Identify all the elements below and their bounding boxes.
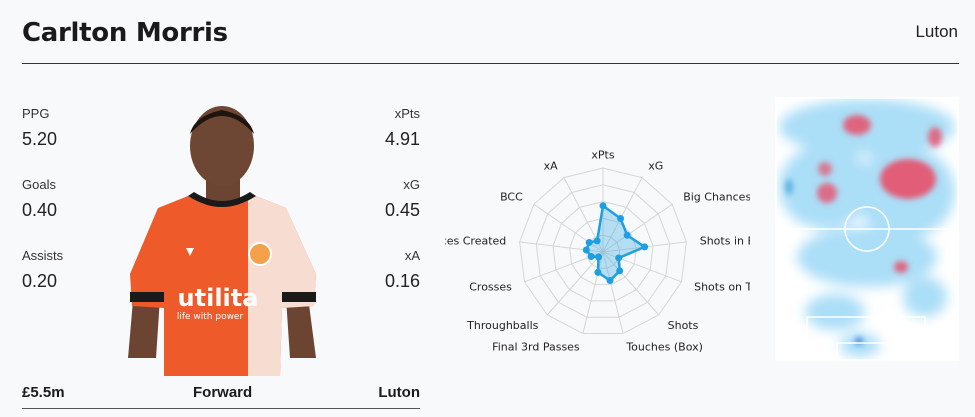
radar-grid-ring [552, 201, 654, 302]
radar-chart: xPts xG Big Chances Shots in Box Shots on Ta… [445, 150, 750, 360]
radar-point [595, 253, 603, 261]
radar-point [599, 202, 607, 210]
radar-axis-label: Throughballs [466, 319, 538, 332]
hair [190, 110, 254, 134]
heat-hot-zones [785, 115, 942, 345]
player-price: £5.5m [22, 384, 65, 401]
player-name: Carlton Morris [22, 18, 228, 48]
stat-label: xA [404, 248, 420, 263]
radar-spoke [602, 251, 624, 334]
stat-assists: Assists 0.20 [22, 248, 63, 292]
player-photo: utilita life with power [128, 106, 316, 376]
stat-label: Goals [22, 177, 56, 192]
radar-point [641, 243, 649, 251]
radar-spoke [602, 177, 643, 253]
stat-value: 4.91 [384, 129, 420, 149]
radar-point [623, 231, 631, 239]
radar-axis-label: xA [544, 160, 559, 173]
stat-value: 0.40 [22, 200, 58, 220]
radar-axis-label: Crosses [469, 281, 512, 294]
radar-spoke [602, 251, 660, 316]
stat-goals: Goals 0.40 [22, 177, 57, 221]
stat-value: 0.16 [384, 271, 420, 291]
radar-axis-label: Big Chances Created [445, 234, 506, 247]
radar-point [593, 237, 601, 245]
sponsor-logo: utilita [178, 284, 259, 312]
radar-spoke [602, 203, 673, 253]
radar-grid-ring [569, 217, 637, 286]
pitch-markings [775, 97, 959, 361]
stat-value: 0.45 [384, 200, 420, 220]
stat-label: PPG [22, 106, 50, 121]
stat-ppg: PPG 5.20 [22, 106, 57, 150]
stat-value: 0.20 [22, 271, 58, 291]
radar-grid-ring [535, 184, 671, 318]
radar-axis-label: Touches (Box) [625, 341, 703, 354]
stat-xpts: xPts 4.91 [385, 106, 420, 150]
radar-point [585, 238, 593, 246]
club-crest-icon [248, 242, 272, 266]
radar-point [606, 277, 614, 285]
radar-axis-label: xG [648, 160, 663, 173]
stat-label: xPts [394, 106, 420, 121]
player-position: Forward [193, 384, 253, 401]
radar-axis-label: Big Chances [683, 191, 750, 204]
header-team: Luton [915, 22, 958, 41]
radar-axis-label: Final 3rd Passes [492, 341, 580, 354]
radar-grid-ring [519, 167, 687, 335]
touch-heatmap [775, 97, 959, 361]
stat-xa: xA 0.16 [385, 248, 420, 292]
umbro-logo-icon [186, 248, 194, 256]
radar-axis-label: Shots [668, 319, 699, 332]
radar-axis-label: Shots on Target [694, 281, 750, 294]
radar-point [615, 254, 623, 262]
radar-axis-label: xPts [591, 150, 614, 162]
radar-point [617, 215, 625, 223]
stat-value: 5.20 [22, 129, 58, 149]
sponsor-tagline: life with power [177, 312, 244, 322]
header-divider [22, 63, 959, 64]
footer-divider [22, 408, 420, 409]
collar [188, 192, 256, 207]
radar-point [587, 252, 595, 260]
radar-svg: xPts xG Big Chances Shots in Box Shots on Ta… [445, 150, 750, 354]
footer-team: Luton [378, 384, 420, 401]
radar-point [616, 267, 624, 275]
radar-point [594, 268, 602, 276]
head [190, 106, 254, 186]
radar-axis-label: Shots in Box [700, 234, 750, 247]
radar-spoke [546, 251, 604, 316]
stat-xg: xG 0.45 [385, 177, 420, 221]
stat-label: xG [403, 177, 420, 192]
left-sleeve-cuff [130, 292, 164, 302]
radar-axis-label: BCC [500, 191, 523, 204]
shirt-white-panel [248, 196, 316, 376]
radar-point [582, 246, 590, 254]
radar-spoke [582, 251, 604, 334]
stat-label: Assists [22, 248, 64, 263]
right-sleeve-cuff [282, 292, 316, 302]
